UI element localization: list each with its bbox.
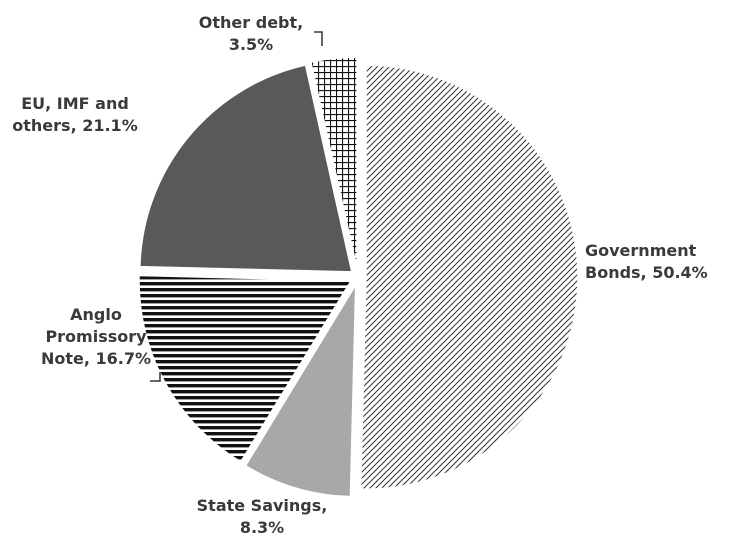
- data-label: EU, IMF and others, 21.1%: [12, 94, 138, 135]
- pie-slice: [138, 274, 353, 463]
- data-label: State Savings, 8.3%: [196, 496, 328, 537]
- pie-slice: [139, 64, 353, 273]
- pie-slice: [244, 281, 357, 498]
- leader-line: [150, 372, 161, 382]
- pie-slice: [359, 64, 579, 490]
- data-label: Government Bonds, 50.4%: [585, 241, 708, 282]
- pie-slice: [309, 56, 358, 270]
- data-label: Anglo Promissory Note, 16.7%: [40, 305, 152, 368]
- data-label: Other debt, 3.5%: [198, 13, 304, 54]
- leader-line: [314, 31, 323, 46]
